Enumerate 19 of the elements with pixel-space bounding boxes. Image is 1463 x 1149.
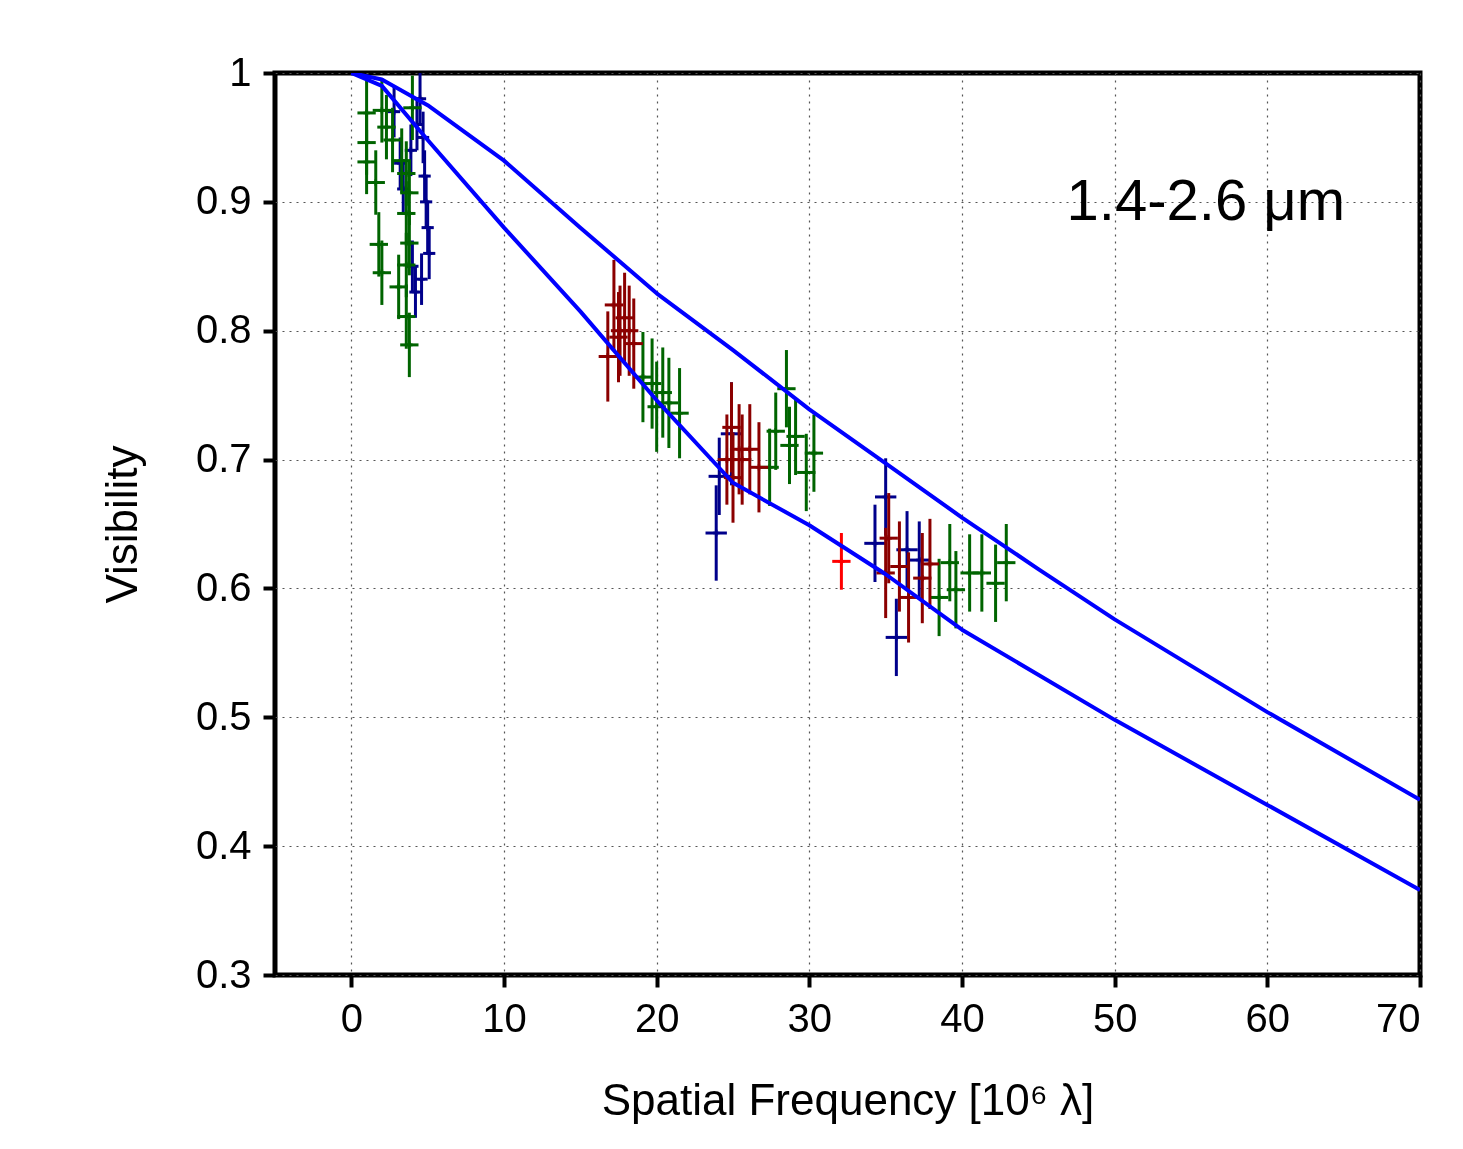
y-tick-label: 0.8 [195, 307, 252, 352]
x-tick-label: 70 [1376, 995, 1421, 1040]
x-tick-label: 40 [940, 995, 985, 1040]
y-tick-label: 0.5 [195, 693, 252, 738]
x-tick-label: 50 [1092, 995, 1138, 1040]
y-tick-label: 0.4 [195, 822, 252, 867]
x-tick-label: 10 [482, 995, 527, 1040]
y-tick-label: 1 [229, 49, 252, 94]
x-tick-label: 60 [1245, 995, 1291, 1040]
x-tick-label: 20 [634, 995, 680, 1040]
y-tick-label: 0.9 [195, 178, 252, 223]
y-tick-label: 0.7 [195, 436, 252, 481]
x-tick-label: 30 [787, 995, 833, 1040]
y-tick-label: 0.3 [195, 951, 252, 996]
y-axis-title: Visibility [96, 445, 146, 604]
x-axis-title: Spatial Frequency [10⁶ λ] [601, 1074, 1095, 1124]
x-tick-label: 0 [340, 995, 363, 1040]
y-tick-label: 0.6 [195, 564, 252, 609]
annotation: 1.4-2.6 μm [1066, 167, 1345, 232]
